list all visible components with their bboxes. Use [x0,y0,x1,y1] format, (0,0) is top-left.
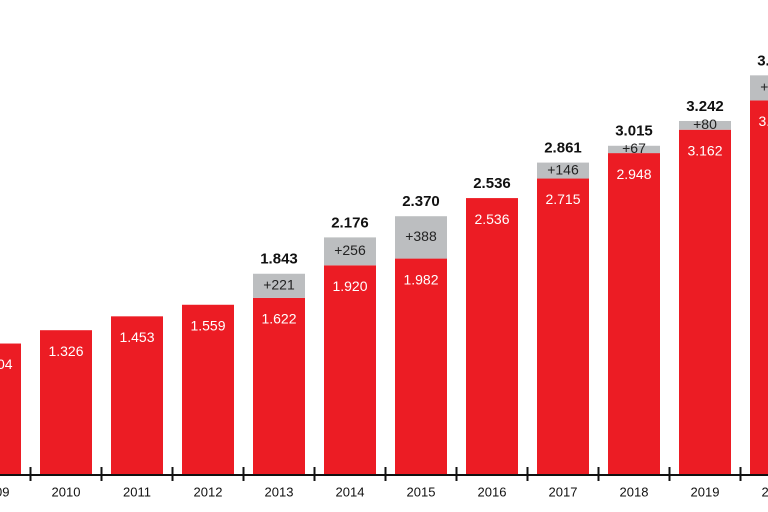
x-tick-label: 2010 [52,484,81,499]
total-label: 2.370 [402,193,440,210]
bar-segment [395,216,447,259]
total-label: 2.861 [544,140,582,157]
value-label: 1.204 [0,356,13,372]
x-tick-label: 2012 [194,484,223,499]
x-tick-label: 2009 [0,484,9,499]
total-label: 3.015 [615,123,653,140]
bar-segment [182,304,234,475]
bar-segment [679,120,731,130]
bar-segment [253,297,305,475]
value-label: 1.326 [48,343,83,359]
value-label: 2.536 [474,211,509,227]
total-label: 2.176 [331,214,369,231]
bar-segment [324,237,376,266]
x-tick-label: 2017 [549,484,578,499]
value-label: +230 [760,79,768,95]
x-tick-label: 2018 [620,484,649,499]
bar-segment [40,330,92,475]
bar-segment [537,178,589,475]
bar-segment [466,198,518,476]
value-label: +256 [334,242,366,258]
value-label: 1.982 [403,271,438,287]
total-label: 1.843 [260,251,298,268]
value-label: +146 [547,161,579,177]
x-tick-label: 2016 [478,484,507,499]
value-label: 1.920 [332,278,367,294]
total-label: 2.536 [473,175,511,192]
value-label: +221 [263,277,295,293]
bar-segment [679,129,731,476]
value-label: +67 [622,140,646,156]
bar-segment [750,75,768,101]
total-label: 3.242 [686,98,724,115]
value-label: 3.162 [687,142,722,158]
x-tick-label: 2011 [123,484,151,499]
x-tick-label: 2013 [265,484,294,499]
x-tick-label: 2019 [691,484,720,499]
x-tick-label: 2014 [336,484,365,499]
value-label: +80 [693,116,717,132]
value-label: 2.948 [616,166,651,182]
bar-segment [395,258,447,475]
value-label: 3.430 [758,113,768,129]
bar-segment [608,153,660,475]
value-label: +388 [405,228,437,244]
bar-segment [324,265,376,475]
x-tick-label: 2015 [407,484,436,499]
value-label: 1.559 [190,317,225,333]
bar-segment [253,273,305,298]
value-label: 1.622 [261,311,296,327]
x-tick-label: 2020 [762,484,768,499]
value-label: 2.715 [545,191,580,207]
bar-segment [608,145,660,154]
total-label: 3.660 [757,52,768,69]
value-label: 1.453 [119,329,154,345]
bar-segment [537,162,589,179]
bar-segment [111,316,163,475]
bar-segment [750,100,768,475]
bar-segment [0,343,21,475]
